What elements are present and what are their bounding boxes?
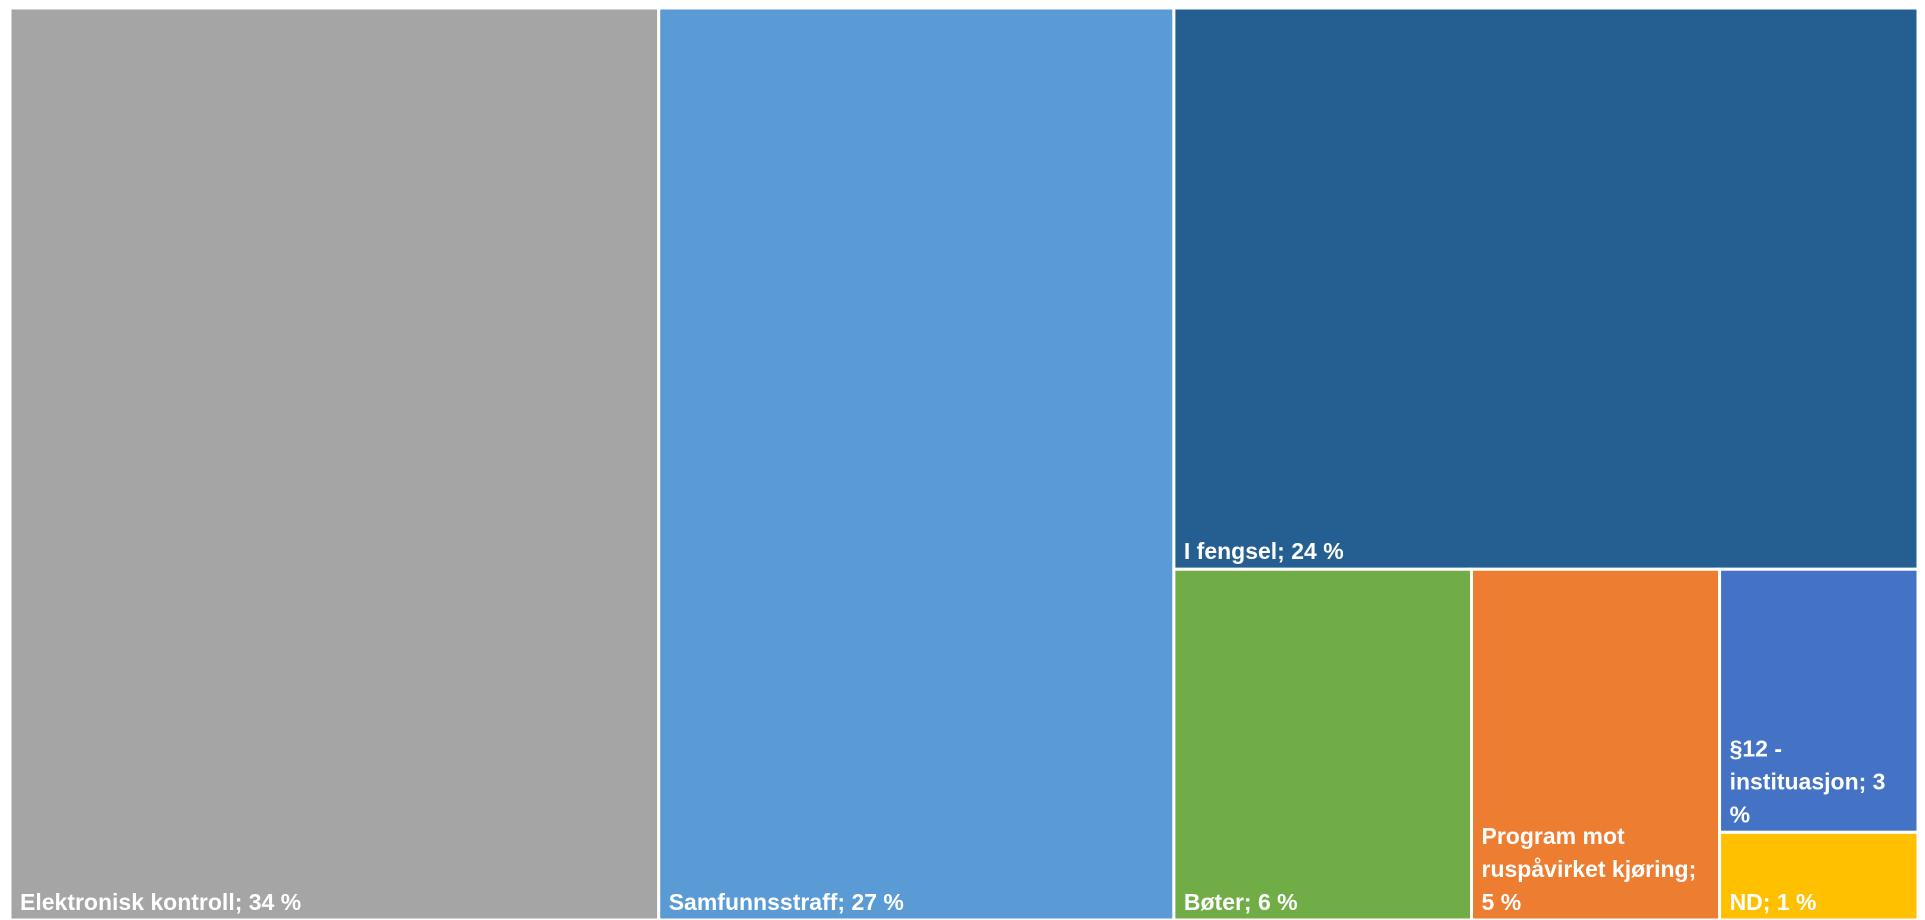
tile	[1718, 567, 1920, 834]
label-line: I fengsel; 24 %	[1184, 538, 1344, 564]
tile-label: ND; 1 %	[1730, 889, 1817, 915]
tile	[8, 6, 661, 920]
label-line: §12 -	[1730, 735, 1789, 761]
tile	[1172, 6, 1920, 571]
label-line: %	[1730, 801, 1750, 827]
tile-label: Program mot ruspåvirket kjøring; 5 %	[1482, 823, 1703, 915]
tile-label: Elektronisk kontroll; 34 %	[20, 889, 301, 915]
label-line: Samfunnsstraff; 27 %	[669, 889, 904, 915]
label-line: ND; 1 %	[1730, 889, 1817, 915]
tile	[657, 6, 1176, 920]
label-line: Program mot	[1482, 823, 1632, 849]
tile-label: Samfunnsstraff; 27 %	[669, 889, 904, 915]
tile	[1470, 567, 1722, 920]
tile	[1172, 567, 1474, 920]
label-line: ruspåvirket kjøring;	[1482, 856, 1703, 882]
label-line: Elektronisk kontroll; 34 %	[20, 889, 301, 915]
label-line: Bøter; 6 %	[1184, 889, 1298, 915]
tile-label: Bøter; 6 %	[1184, 889, 1298, 915]
label-line: instituasjon; 3	[1730, 768, 1892, 794]
tile-label: §12 - instituasjon; 3 %	[1730, 735, 1892, 827]
tile-label: I fengsel; 24 %	[1184, 538, 1344, 564]
label-line: 5 %	[1482, 889, 1522, 915]
